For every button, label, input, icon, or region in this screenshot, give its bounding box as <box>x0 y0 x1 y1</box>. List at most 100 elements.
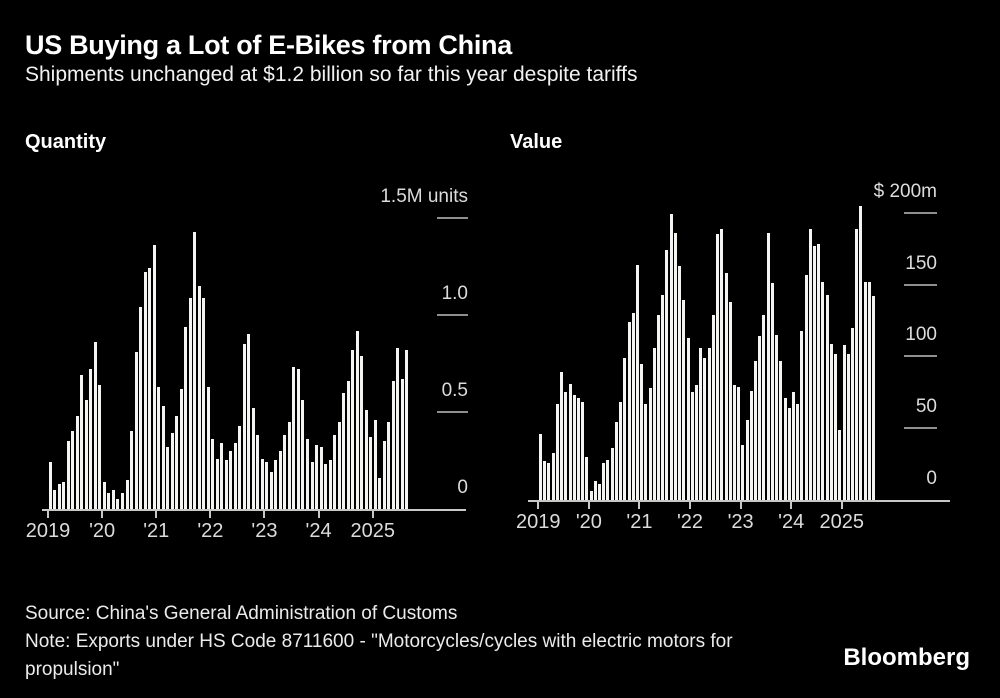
value-bar <box>758 336 762 500</box>
y-axis-label: 100 <box>905 324 937 346</box>
value-bar <box>855 229 859 500</box>
page-subtitle: Shipments unchanged at $1.2 billion so f… <box>25 63 638 86</box>
value-bar <box>834 354 838 500</box>
value-bar <box>842 345 846 500</box>
value-bar <box>648 388 652 500</box>
value-bar <box>804 275 808 500</box>
y-axis-label: 0 <box>457 477 468 498</box>
quantity-bar <box>360 356 364 509</box>
quantity-bar <box>143 272 147 509</box>
x-axis-label: '24 <box>778 511 805 533</box>
quantity-bar <box>161 406 165 509</box>
value-bar <box>867 282 871 500</box>
value-bar <box>821 282 825 500</box>
value-bar <box>627 322 631 500</box>
x-axis-label: '24 <box>305 520 332 542</box>
value-bar <box>766 233 770 500</box>
quantity-bar <box>80 375 84 509</box>
hs-code-note: Note: Exports under HS Code 8711600 - "M… <box>25 631 733 680</box>
quantity-bar <box>84 400 88 509</box>
value-bar <box>614 422 618 500</box>
value-bar <box>665 250 669 500</box>
quantity-bar <box>116 499 120 509</box>
quantity-bar <box>287 422 291 509</box>
value-bar <box>699 348 703 500</box>
quantity-bar <box>188 298 192 509</box>
quantity-bar <box>283 435 287 509</box>
x-axis-label: '23 <box>727 511 754 533</box>
source-note: Source: China's General Administration o… <box>25 603 458 624</box>
value-bar <box>720 229 724 500</box>
value-bar <box>619 402 623 500</box>
value-bar <box>623 358 627 500</box>
quantity-bar <box>206 387 210 509</box>
quantity-bar <box>391 381 395 509</box>
value-bar <box>791 392 795 500</box>
quantity-bar <box>269 472 273 509</box>
quantity-bar <box>102 482 106 509</box>
quantity-bar <box>373 420 377 509</box>
x-axis-tick <box>739 502 742 509</box>
value-bar <box>707 348 711 500</box>
value-bar <box>741 445 745 500</box>
value-bar <box>568 384 572 500</box>
x-axis-label: 2025 <box>350 520 395 542</box>
value-bar <box>770 283 774 500</box>
quantity-bar <box>265 462 269 509</box>
x-axis-label: '22 <box>197 520 224 542</box>
value-bar <box>863 282 867 500</box>
value-bar <box>800 331 804 500</box>
quantity-bar <box>224 460 228 509</box>
quantity-bar <box>193 232 197 509</box>
quantity-bar <box>62 482 66 509</box>
value-bar <box>872 296 876 500</box>
quantity-bar <box>233 443 237 509</box>
value-bar <box>635 265 639 500</box>
value-bar <box>711 315 715 500</box>
value-bar <box>602 463 606 500</box>
quantity-bar <box>157 387 161 509</box>
y-axis-label: 1.0 <box>441 283 468 304</box>
y-axis-label: 0 <box>926 468 937 489</box>
value-bar <box>560 372 564 500</box>
value-bar <box>657 315 661 500</box>
x-axis-label: '22 <box>676 511 704 533</box>
quantity-bar <box>260 459 264 509</box>
value-bar <box>581 402 585 500</box>
value-bar <box>598 484 602 500</box>
quantity-bar <box>66 441 70 509</box>
quantity-bar <box>170 433 174 509</box>
y-axis-tick <box>437 411 468 413</box>
x-axis-label: '20 <box>89 520 116 542</box>
footer: Source: China's General Administration o… <box>25 600 805 684</box>
x-axis-tick <box>371 511 374 518</box>
quantity-bar <box>247 334 251 509</box>
quantity-bar <box>89 369 93 509</box>
y-axis-tick <box>437 314 468 316</box>
value-bar <box>539 434 542 500</box>
quantity-bar <box>274 460 278 509</box>
x-axis-tick <box>790 502 793 509</box>
x-axis-line <box>42 509 466 511</box>
x-axis-label: 2025 <box>819 511 865 533</box>
value-bar <box>749 391 753 500</box>
quantity-bar <box>342 393 346 509</box>
value-bar <box>661 295 665 500</box>
value-bar <box>555 404 559 500</box>
y-axis-label: 150 <box>905 252 937 274</box>
value-bar <box>576 398 580 500</box>
x-axis-label: 2019 <box>516 511 561 533</box>
value-bar <box>678 266 682 500</box>
x-axis-label: '23 <box>251 520 278 542</box>
value-bar <box>690 392 694 500</box>
value-bar <box>762 315 766 500</box>
value-bar <box>589 491 593 500</box>
quantity-bar <box>75 416 79 509</box>
quantity-bar <box>355 331 359 509</box>
value-bar <box>669 214 673 500</box>
y-axis-tick <box>904 283 937 286</box>
quantity-bar <box>378 478 382 509</box>
value-bar <box>838 430 842 500</box>
x-axis-tick <box>317 511 320 518</box>
